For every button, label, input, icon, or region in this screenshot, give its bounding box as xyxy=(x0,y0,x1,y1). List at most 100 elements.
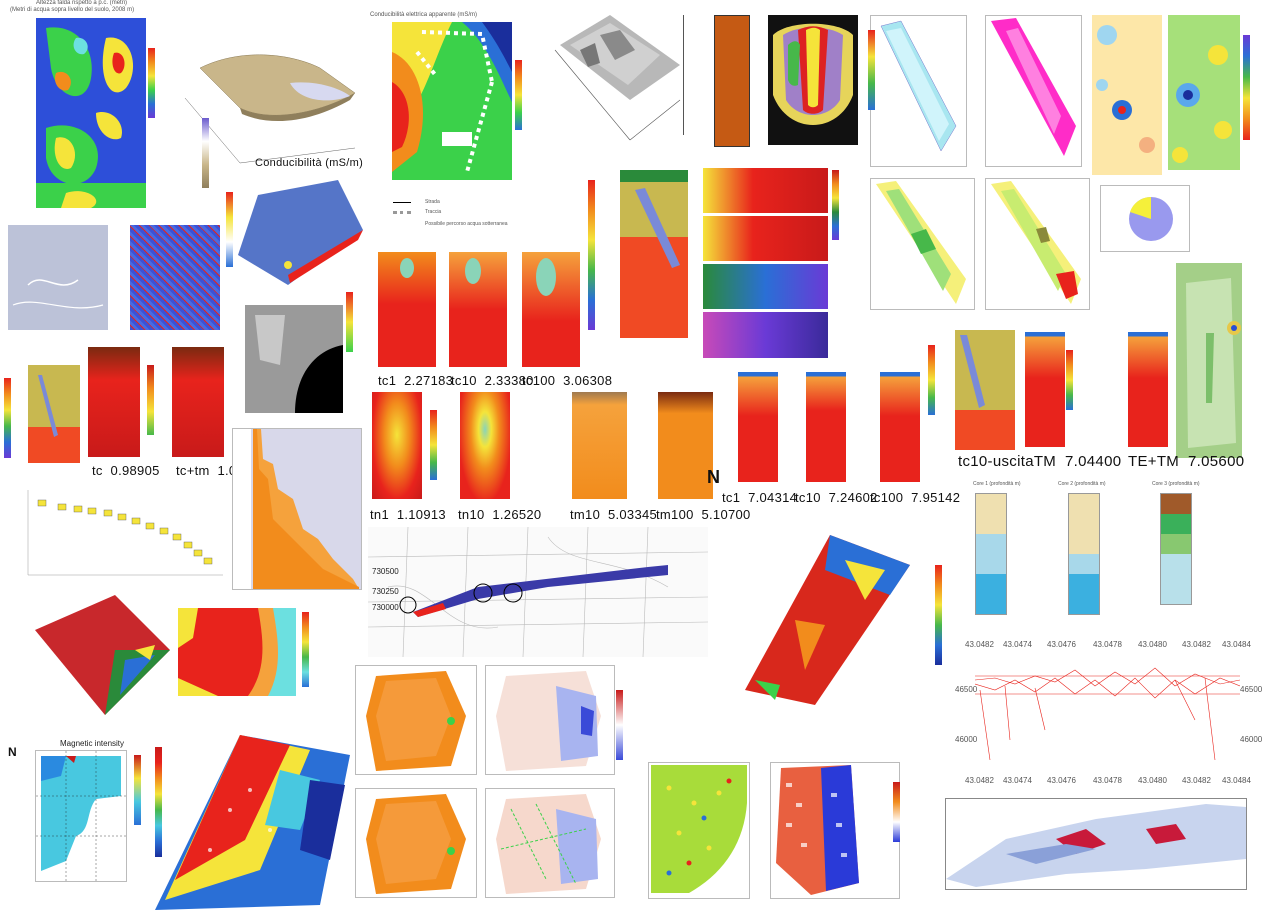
profile-axis-2: 43.0476 xyxy=(1047,640,1076,649)
red-cyan-colorbar xyxy=(302,612,309,687)
gray-relief-map xyxy=(8,225,108,330)
caption-row1-2: tc100 3.06308 xyxy=(522,373,613,388)
map1-subtitle: (Metri di acqua sopra livello del suolo,… xyxy=(10,7,135,13)
section-tc1-r3 xyxy=(738,372,778,482)
profile-y-1-right: 46000 xyxy=(1240,735,1263,744)
blue-3d-field xyxy=(228,175,368,290)
yellow-green-diagonal-map xyxy=(870,178,975,310)
left-model-panel xyxy=(28,365,80,463)
orange-staircase-chart xyxy=(232,428,362,590)
section-tn1 xyxy=(372,392,422,499)
grid-label-g2: 730250 xyxy=(372,587,399,596)
strips-colorbar xyxy=(832,170,839,240)
section-te-tm xyxy=(1128,332,1168,447)
profile-axis-5: 43.0482 xyxy=(1182,640,1211,649)
white-blue-square-map-1 xyxy=(485,665,615,775)
profile-axis-bottom-5: 43.0482 xyxy=(1182,776,1211,785)
legend-item3: Possibile percorso acqua sotterranea xyxy=(425,221,508,227)
magnetic-title: Magnetic intensity xyxy=(60,739,125,748)
brown-panel xyxy=(714,15,750,147)
3d-surface-gray xyxy=(540,5,690,150)
caption-row1-1: tc10 2.33380 xyxy=(451,373,534,388)
orange-square-map-1 xyxy=(355,665,477,775)
white-blue-colorbar xyxy=(616,690,623,760)
map2-title: Conducibilità elettrica apparente (mS/m) xyxy=(370,12,478,18)
cyan-colorbar xyxy=(868,30,875,110)
profile-y-1-left: 46000 xyxy=(955,735,978,744)
section-tm10 xyxy=(572,392,627,499)
map2-colorbar xyxy=(515,60,522,130)
north-arrow: N xyxy=(707,467,721,487)
rainbow-spectral-panel xyxy=(768,15,858,145)
grid-label-g3: 730000 xyxy=(372,603,399,612)
column-title-2: Core 2 (profondità m) xyxy=(1058,481,1106,487)
green-dotted-map xyxy=(648,762,750,899)
caption-row3-0: tc1 7.04314 xyxy=(722,490,798,505)
red-survey-colorbar xyxy=(935,565,942,665)
caption-row3-1: tc10 7.24602 xyxy=(795,490,878,505)
black-gray-relief xyxy=(245,305,343,413)
pastel-dot-map xyxy=(1092,15,1162,175)
profile-axis-bottom-0: 43.0482 xyxy=(965,776,994,785)
red-profile-plot xyxy=(975,650,1240,770)
cyan-diagonal-map xyxy=(870,15,967,167)
row3-colorbar xyxy=(928,345,935,415)
profile-axis-bottom-2: 43.0476 xyxy=(1047,776,1076,785)
tan-colorbar xyxy=(202,118,209,188)
big-map-colorbar xyxy=(155,747,162,857)
magnetic-intensity-map xyxy=(35,750,127,882)
yellow-red-diagonal-map xyxy=(985,178,1090,310)
red-blue-grid-colorbar xyxy=(893,782,900,842)
grid-label-g1: 730500 xyxy=(372,567,399,576)
section-tc100 xyxy=(522,252,580,367)
section-tn10 xyxy=(460,392,510,499)
north-arrow-magnetic: N xyxy=(8,745,17,759)
model-panel-yellow-red xyxy=(620,170,688,338)
map1-title: Altezza falda rispetto a p.c. (metri) xyxy=(36,0,128,6)
orange-square-map-2 xyxy=(355,788,477,898)
row2-colorbar xyxy=(430,410,437,480)
profile-y-0-right: 46500 xyxy=(1240,685,1263,694)
column-title-1: Core 1 (profondità m) xyxy=(973,481,1021,487)
rainbow-contour-map xyxy=(36,18,146,208)
profile-axis-4: 43.0480 xyxy=(1138,640,1167,649)
uscita-colorbar xyxy=(1066,350,1073,410)
profile-axis-bottom-1: 43.0474 xyxy=(1003,776,1032,785)
legend-item1: Strada xyxy=(425,199,440,205)
strat-column-3 xyxy=(1160,493,1192,605)
left-section-colorbar xyxy=(147,365,154,435)
section-tc1 xyxy=(378,252,436,367)
caption-row3-2: tc100 7.95142 xyxy=(870,490,961,505)
blue-3d-colorbar xyxy=(226,192,233,267)
strat-column-1 xyxy=(975,493,1007,615)
caption-row2-3: tm100 5.10700 xyxy=(656,507,751,522)
caption-row2-0: tn1 1.10913 xyxy=(370,507,446,522)
caption-right-0: tc10-uscitaTM 7.04400 xyxy=(958,453,1122,470)
green-dot-map xyxy=(1168,15,1240,170)
red-blue-grid-map xyxy=(770,762,900,899)
right-model-panel xyxy=(955,330,1015,450)
section-tc10 xyxy=(449,252,507,367)
profile-axis-6: 43.0484 xyxy=(1222,640,1251,649)
section-tc100-r3 xyxy=(880,372,920,482)
red-cyan-contour xyxy=(178,608,296,696)
profile-axis-3: 43.0478 xyxy=(1093,640,1122,649)
caption-row1-0: tc1 2.27183 xyxy=(378,373,454,388)
profile-axis-bottom-6: 43.0484 xyxy=(1222,776,1251,785)
profile-axis-1: 43.0474 xyxy=(1003,640,1032,649)
section-tc-left xyxy=(88,347,140,457)
caption-left-0: tc 0.98905 xyxy=(92,463,160,478)
profile-axis-bottom-4: 43.0480 xyxy=(1138,776,1167,785)
strat-column-2 xyxy=(1068,493,1100,615)
section-tc10-r3 xyxy=(806,372,846,482)
pie-chart xyxy=(1100,185,1190,252)
model-colorbar xyxy=(588,180,595,330)
caption-row2-1: tn10 1.26520 xyxy=(458,507,542,522)
legend-item2: Traccia xyxy=(425,209,442,215)
profile-axis-0: 43.0482 xyxy=(965,640,994,649)
3d-surface-tan xyxy=(180,38,360,168)
left-model-colorbar xyxy=(4,378,11,458)
section-tctm-left xyxy=(172,347,224,457)
column-title-3: Core 3 (profondità m) xyxy=(1152,481,1200,487)
caption-right-1: TE+TM 7.05600 xyxy=(1128,453,1245,470)
